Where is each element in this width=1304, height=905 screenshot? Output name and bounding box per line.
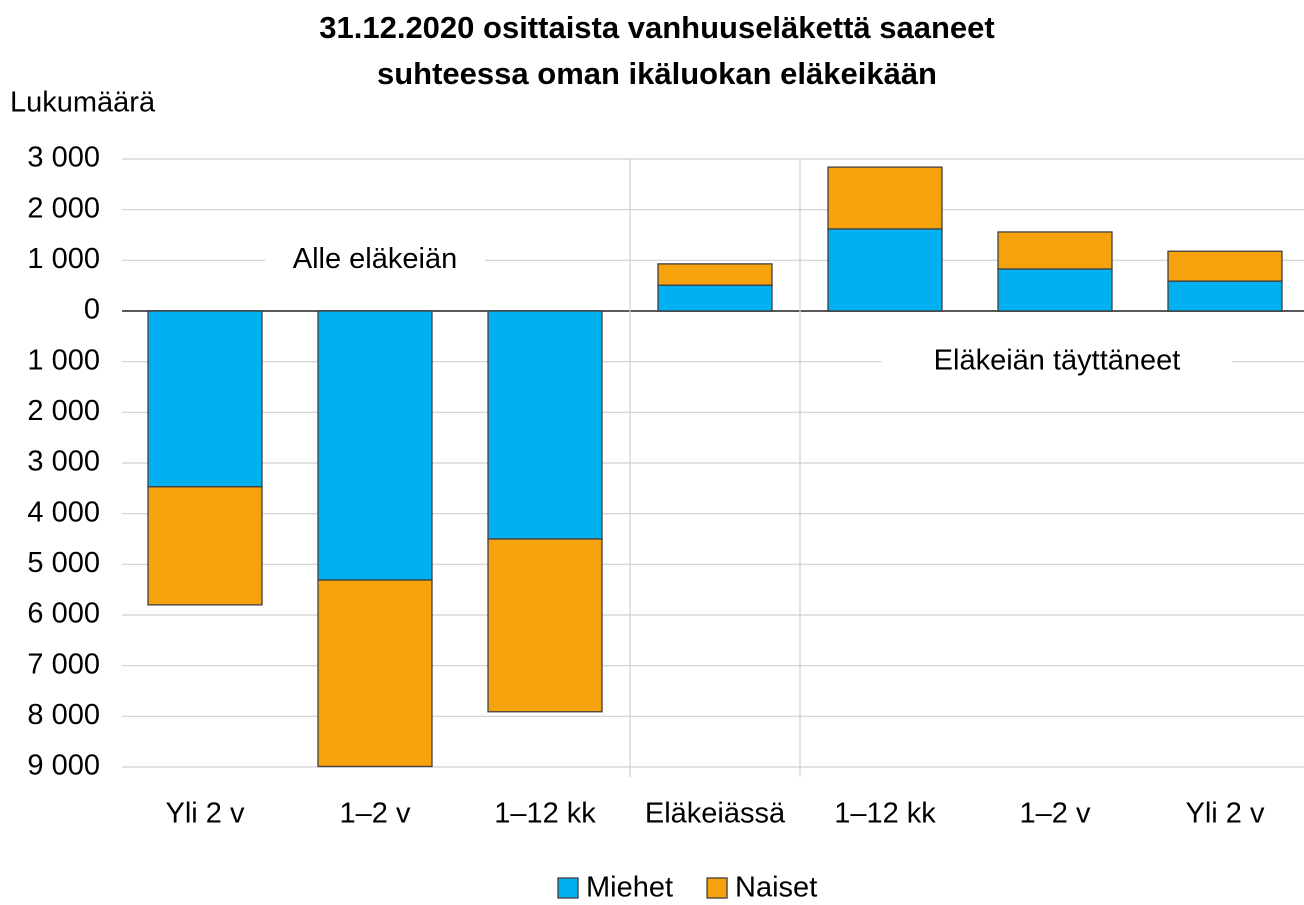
y-tick-label: 2 000	[27, 192, 100, 224]
bar	[827, 228, 943, 312]
bar	[487, 310, 603, 540]
x-tick-label: 1–2 v	[1020, 798, 1091, 830]
bar	[1167, 280, 1283, 312]
legend-swatch	[706, 877, 728, 899]
bar	[657, 263, 773, 286]
y-tick-label: 7 000	[27, 648, 100, 680]
bar	[317, 310, 433, 581]
bar	[997, 268, 1113, 312]
x-tick-label: 1–2 v	[340, 798, 411, 830]
x-tick-label: 1–12 kk	[834, 798, 936, 830]
y-tick-label: 4 000	[27, 496, 100, 528]
annotation: Alle eläkeiän	[293, 243, 457, 275]
chart-title: 31.12.2020 osittaista vanhuuseläkettä sa…	[319, 10, 994, 45]
annotation: Eläkeiän täyttäneet	[934, 344, 1181, 376]
y-tick-label: 8 000	[27, 699, 100, 731]
x-tick-label: Yli 2 v	[1186, 798, 1265, 830]
y-axis-label: Lukumäärä	[10, 87, 156, 119]
legend-label: Naiset	[735, 872, 817, 904]
bar	[657, 284, 773, 312]
bar	[1167, 250, 1283, 282]
y-tick-label: 6 000	[27, 598, 100, 630]
annotation-bg	[265, 240, 485, 281]
x-tick-label: 1–12 kk	[494, 798, 596, 830]
bar	[147, 486, 263, 606]
y-tick-label: 2 000	[27, 395, 100, 427]
bar	[317, 579, 433, 768]
bar	[487, 538, 603, 713]
y-tick-label: 9 000	[27, 750, 100, 782]
y-tick-label: 5 000	[27, 547, 100, 579]
y-tick-label: 3 000	[27, 142, 100, 174]
annotation-bg	[882, 341, 1232, 382]
y-tick-label: 0	[84, 294, 100, 326]
y-tick-label: 3 000	[27, 446, 100, 478]
bar	[997, 231, 1113, 270]
x-tick-label: Yli 2 v	[166, 798, 245, 830]
legend-label: Miehet	[586, 872, 673, 904]
bar	[827, 166, 943, 230]
chart-title: suhteessa oman ikäluokan eläkeikään	[377, 56, 937, 91]
bar	[147, 310, 263, 488]
legend-swatch	[557, 877, 579, 899]
y-tick-label: 1 000	[27, 344, 100, 376]
x-tick-label: Eläkeiässä	[645, 798, 786, 830]
y-tick-label: 1 000	[27, 243, 100, 275]
